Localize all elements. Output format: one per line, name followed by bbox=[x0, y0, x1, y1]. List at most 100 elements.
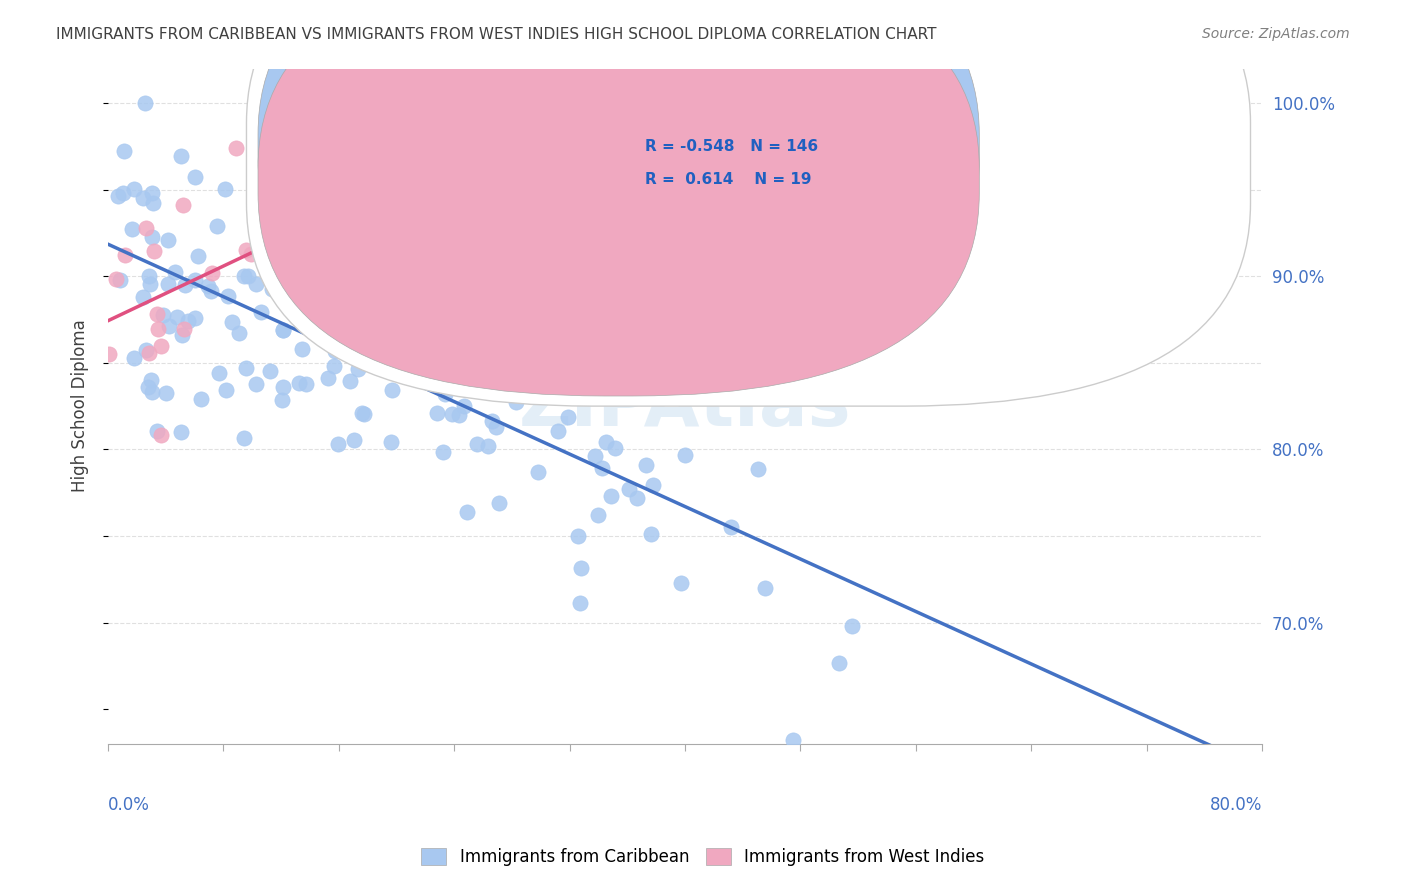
Point bbox=[591, 461, 613, 475]
Point bbox=[343, 433, 366, 447]
Point bbox=[465, 437, 488, 451]
Point bbox=[200, 284, 222, 298]
Point bbox=[134, 96, 156, 111]
Point bbox=[177, 314, 200, 328]
Point bbox=[157, 277, 180, 292]
Point bbox=[547, 424, 569, 438]
Point bbox=[290, 309, 312, 323]
Point bbox=[184, 169, 207, 184]
Point bbox=[190, 392, 212, 406]
Point bbox=[669, 575, 692, 590]
Point bbox=[336, 292, 359, 306]
Legend: Immigrants from Caribbean, Immigrants from West Indies: Immigrants from Caribbean, Immigrants fr… bbox=[413, 840, 993, 875]
Point bbox=[295, 255, 318, 269]
Point bbox=[97, 347, 120, 361]
Point bbox=[605, 441, 627, 455]
Point bbox=[398, 273, 420, 287]
Point bbox=[288, 376, 311, 390]
Point bbox=[228, 326, 250, 340]
Point bbox=[135, 343, 157, 357]
Point bbox=[121, 222, 143, 236]
Point bbox=[568, 596, 591, 610]
Point bbox=[104, 272, 127, 286]
Point bbox=[595, 435, 617, 450]
Point bbox=[184, 311, 207, 326]
Point bbox=[173, 322, 195, 336]
Point bbox=[108, 273, 131, 287]
Point bbox=[215, 383, 238, 397]
Point bbox=[339, 374, 361, 388]
Point bbox=[165, 265, 187, 279]
Point bbox=[456, 505, 478, 519]
Point bbox=[325, 344, 347, 359]
Point bbox=[138, 268, 160, 283]
Point bbox=[569, 560, 592, 574]
Point bbox=[107, 188, 129, 202]
Point bbox=[366, 260, 388, 275]
Point bbox=[157, 319, 180, 334]
Point bbox=[146, 307, 169, 321]
Point bbox=[412, 247, 434, 261]
Point bbox=[482, 326, 505, 341]
Y-axis label: High School Diploma: High School Diploma bbox=[72, 319, 89, 492]
Point bbox=[285, 195, 308, 210]
Point bbox=[640, 526, 662, 541]
Point bbox=[323, 280, 346, 294]
Point bbox=[148, 322, 170, 336]
Point bbox=[645, 371, 668, 385]
Text: ZIPAtlas: ZIPAtlas bbox=[519, 372, 851, 441]
Point bbox=[319, 271, 342, 285]
Point bbox=[142, 244, 165, 259]
Text: R = -0.548   N = 146: R = -0.548 N = 146 bbox=[644, 138, 818, 153]
Point bbox=[527, 466, 550, 480]
FancyBboxPatch shape bbox=[259, 0, 980, 396]
Point bbox=[221, 315, 243, 329]
Point bbox=[434, 387, 457, 401]
Point bbox=[440, 407, 463, 421]
Point bbox=[326, 437, 349, 451]
Point bbox=[477, 351, 499, 365]
Point bbox=[481, 414, 503, 428]
Point bbox=[138, 345, 160, 359]
Point bbox=[112, 186, 135, 201]
Point bbox=[271, 380, 294, 394]
Point bbox=[488, 496, 510, 510]
Point bbox=[782, 732, 804, 747]
Text: 0.0%: 0.0% bbox=[108, 796, 150, 814]
Point bbox=[271, 323, 294, 337]
Point bbox=[250, 304, 273, 318]
Point bbox=[235, 243, 257, 257]
Point bbox=[141, 186, 163, 200]
Point bbox=[374, 312, 396, 326]
Point bbox=[335, 341, 357, 355]
Point bbox=[217, 289, 239, 303]
Point bbox=[380, 434, 402, 449]
Point bbox=[457, 291, 479, 305]
Point bbox=[284, 310, 307, 324]
Point bbox=[505, 394, 527, 409]
Point bbox=[626, 491, 648, 505]
Point bbox=[197, 279, 219, 293]
Point bbox=[225, 141, 247, 155]
Point bbox=[166, 310, 188, 324]
Point bbox=[135, 220, 157, 235]
Point bbox=[259, 258, 281, 272]
Point bbox=[170, 328, 193, 343]
Point bbox=[477, 439, 499, 453]
Point bbox=[551, 332, 574, 346]
Point bbox=[205, 219, 228, 233]
Point bbox=[754, 581, 776, 595]
Point bbox=[291, 342, 314, 356]
Point bbox=[214, 182, 236, 196]
Text: IMMIGRANTS FROM CARIBBEAN VS IMMIGRANTS FROM WEST INDIES HIGH SCHOOL DIPLOMA COR: IMMIGRANTS FROM CARIBBEAN VS IMMIGRANTS … bbox=[56, 27, 936, 42]
Point bbox=[634, 458, 657, 473]
Point bbox=[271, 323, 294, 337]
Point bbox=[617, 482, 640, 496]
FancyBboxPatch shape bbox=[259, 0, 980, 362]
Point bbox=[170, 425, 193, 439]
Point bbox=[575, 380, 598, 394]
Point bbox=[235, 361, 257, 376]
Point bbox=[381, 383, 404, 397]
Point bbox=[259, 364, 281, 378]
Point bbox=[567, 529, 589, 543]
